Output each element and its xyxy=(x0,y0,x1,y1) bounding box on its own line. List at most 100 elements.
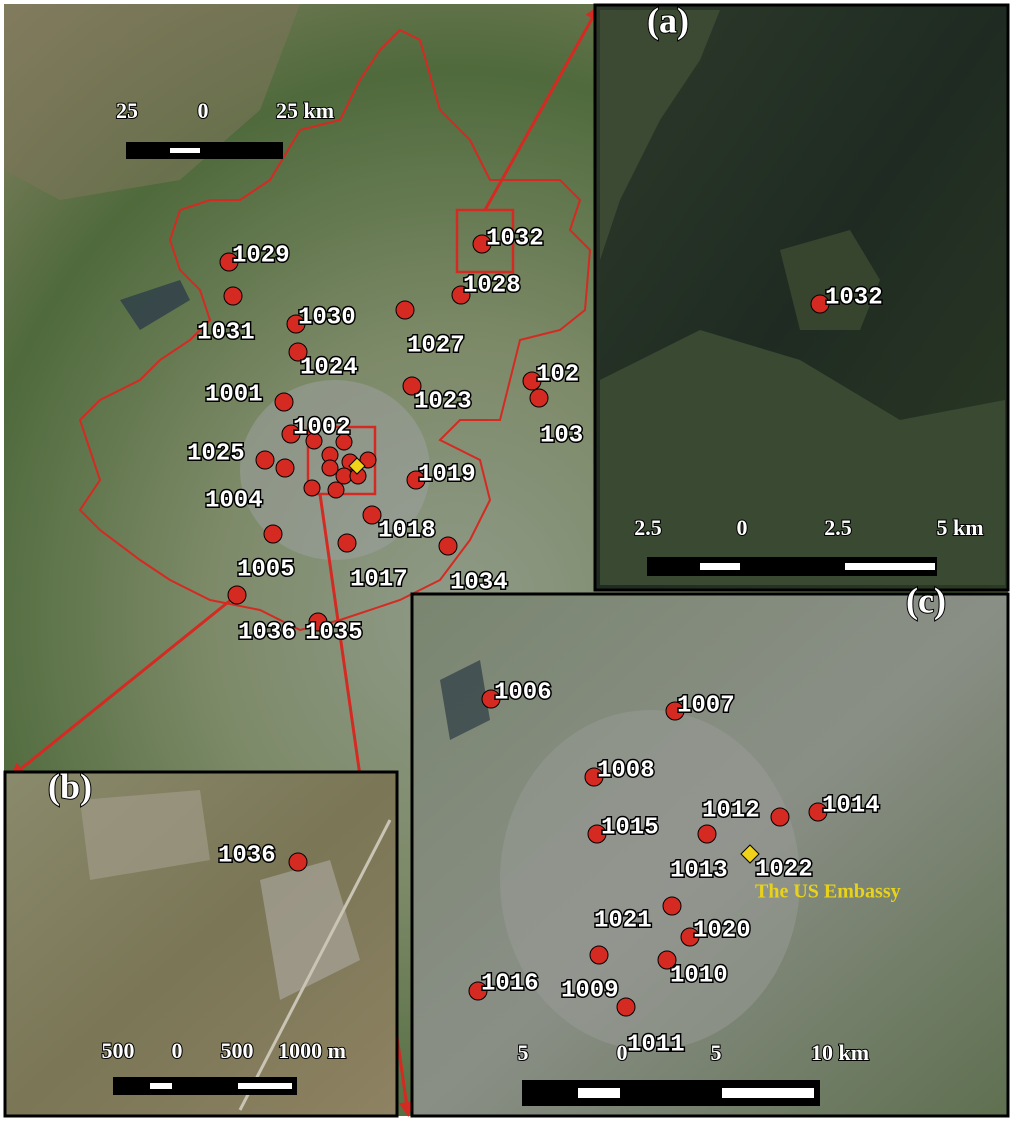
station-dot xyxy=(616,997,636,1017)
station-label: 1020 xyxy=(693,917,751,944)
scale-label: 5 xyxy=(711,1040,722,1065)
station-dot xyxy=(362,505,382,525)
station-label: 1004 xyxy=(205,487,263,514)
scale-label: 25 xyxy=(116,98,138,123)
scale-label: 500 xyxy=(102,1038,135,1063)
scale-bar-segment xyxy=(578,1088,620,1098)
scale-label: 2.5 xyxy=(634,515,662,540)
panel-label: (a) xyxy=(647,0,689,40)
station-label: 1008 xyxy=(597,757,655,784)
scale-label: 500 xyxy=(221,1038,254,1063)
scale-label: 5 xyxy=(518,1040,529,1065)
station-dot xyxy=(589,945,609,965)
station-dot xyxy=(662,896,682,916)
station-dot xyxy=(305,432,323,450)
scale-bar-segment xyxy=(150,1083,172,1089)
station-dot xyxy=(587,824,607,844)
station-label: 1007 xyxy=(677,692,735,719)
station-label: 1032 xyxy=(486,225,544,252)
scale-bar xyxy=(126,142,283,159)
annotation: The US Embassy xyxy=(755,881,901,903)
station-label: 1013 xyxy=(670,857,728,884)
reservoir xyxy=(120,280,190,330)
station-label: 1034 xyxy=(450,569,508,596)
station-label: 1002 xyxy=(293,414,351,441)
station-label: 1011 xyxy=(627,1031,685,1058)
scale-bar-segment xyxy=(722,1088,814,1098)
station-dot xyxy=(327,481,345,499)
station-label: 1006 xyxy=(494,679,552,706)
station-dot xyxy=(481,689,501,709)
station-dot xyxy=(223,286,243,306)
station-dot xyxy=(472,234,492,254)
lake xyxy=(440,660,490,740)
station-dot xyxy=(337,533,357,553)
station-dot xyxy=(584,767,604,787)
station-dot xyxy=(438,536,458,556)
station-label: 1015 xyxy=(601,814,659,841)
station-dot xyxy=(697,824,717,844)
terrain xyxy=(780,230,880,330)
station-label: 1012 xyxy=(702,797,760,824)
station-dot xyxy=(335,433,353,451)
scale-label: 5 km xyxy=(936,515,983,540)
panel-label: (c) xyxy=(906,580,946,620)
station-label: 1021 xyxy=(594,907,652,934)
station-dot xyxy=(529,388,549,408)
scale-label: 10 km xyxy=(811,1040,869,1065)
station-label: 1010 xyxy=(670,962,728,989)
road xyxy=(238,819,392,1111)
village xyxy=(260,860,360,1000)
station-label: 1027 xyxy=(407,332,465,359)
station-dot xyxy=(227,585,247,605)
station-dot xyxy=(402,376,422,396)
scale-bar-segment xyxy=(700,563,740,570)
scale-bar-segment xyxy=(170,148,200,153)
embassy-marker xyxy=(348,457,366,475)
scale-label: 25 km xyxy=(276,98,334,123)
station-dot xyxy=(321,459,339,477)
station-label: 1035 xyxy=(305,619,363,646)
station-label: 1001 xyxy=(205,381,263,408)
station-dot xyxy=(810,294,830,314)
station-label: 1025 xyxy=(187,440,245,467)
urban-area xyxy=(500,710,800,1050)
station-dot xyxy=(275,458,295,478)
station-label: 1030 xyxy=(298,304,356,331)
station-label: 103 xyxy=(540,422,583,449)
scale-bar xyxy=(647,557,937,576)
station-dot xyxy=(665,701,685,721)
station-dot xyxy=(406,470,426,490)
station-dot xyxy=(468,981,488,1001)
terrain xyxy=(4,4,300,200)
scale-label: 0 xyxy=(737,515,748,540)
station-label: 1023 xyxy=(414,388,472,415)
scale-bar-segment xyxy=(238,1083,292,1089)
arrow xyxy=(9,593,238,778)
station-dot xyxy=(451,285,471,305)
station-dot xyxy=(274,392,294,412)
station-dot xyxy=(395,300,415,320)
station-dot xyxy=(255,450,275,470)
station-label: 1029 xyxy=(232,242,290,269)
station-label: 1016 xyxy=(481,970,539,997)
station-label: 1032 xyxy=(825,284,883,311)
boundary xyxy=(78,28,592,632)
scale-bar xyxy=(113,1077,297,1095)
scale-label: 0 xyxy=(172,1038,183,1063)
station-label: 1024 xyxy=(300,354,358,381)
scale-label: 1000 m xyxy=(278,1038,346,1063)
station-dot xyxy=(308,612,328,632)
station-dot xyxy=(263,524,283,544)
station-dot xyxy=(219,252,239,272)
station-dot xyxy=(288,852,308,872)
scale-label: 0 xyxy=(617,1040,628,1065)
station-dot xyxy=(657,950,677,970)
scale-label: 0 xyxy=(198,98,209,123)
station-label: 1014 xyxy=(822,792,880,819)
station-dot xyxy=(281,424,301,444)
station-dot xyxy=(288,342,308,362)
station-dot xyxy=(808,802,828,822)
station-label: 1036 xyxy=(238,619,296,646)
station-label: 1028 xyxy=(463,272,521,299)
